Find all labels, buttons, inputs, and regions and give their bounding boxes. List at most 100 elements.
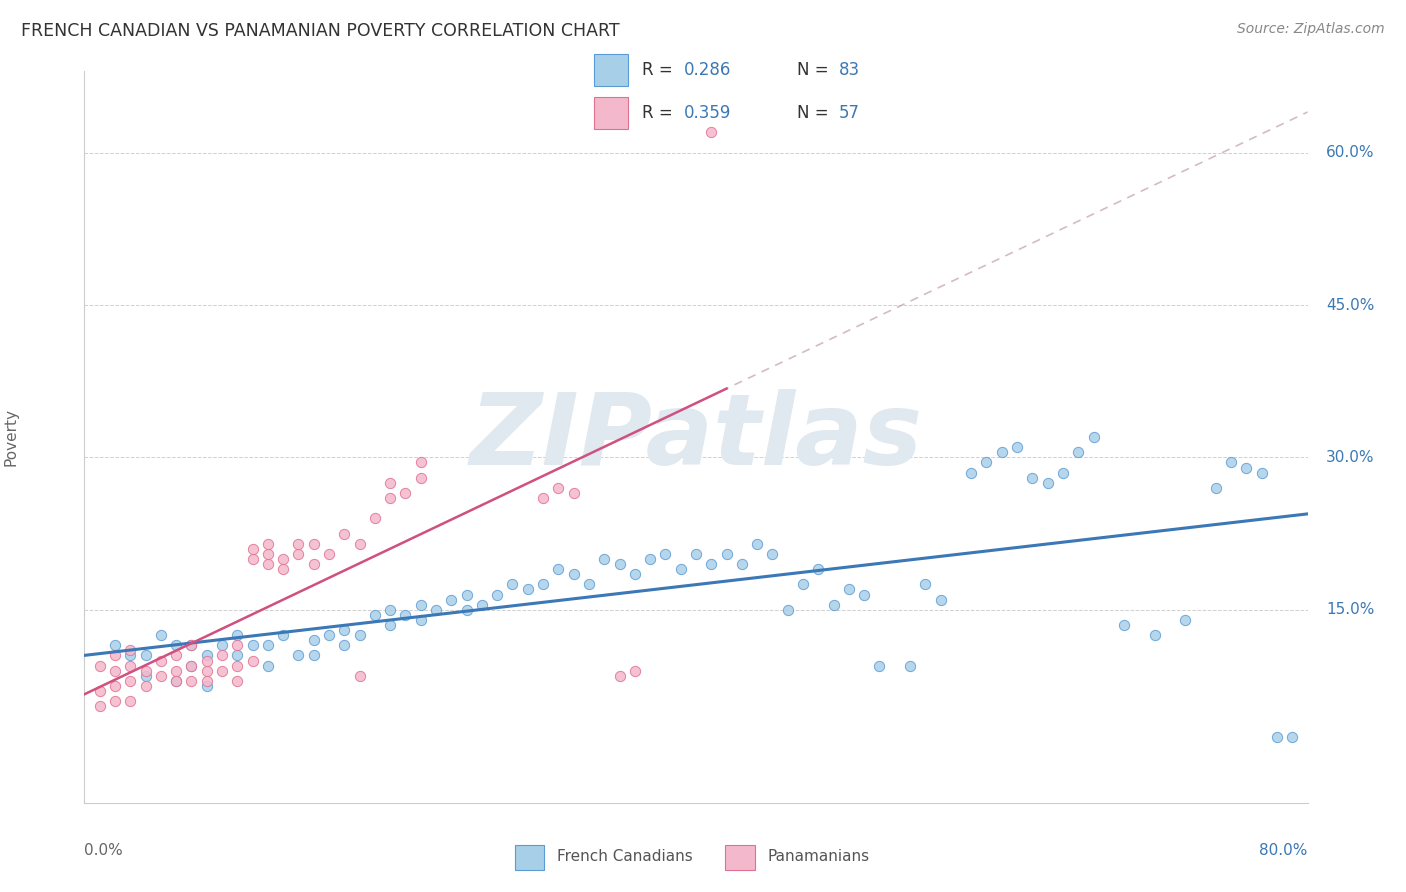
Point [180, 658, 202, 673]
Point [120, 673, 142, 688]
Point [271, 562, 294, 576]
Point [547, 562, 569, 576]
Point [761, 547, 783, 561]
Point [898, 658, 921, 673]
Text: FRENCH CANADIAN VS PANAMANIAN POVERTY CORRELATION CHART: FRENCH CANADIAN VS PANAMANIAN POVERTY CO… [21, 22, 620, 40]
Point [394, 607, 416, 622]
Point [120, 694, 142, 708]
Point [302, 648, 325, 663]
Point [287, 537, 309, 551]
Point [471, 598, 494, 612]
Point [135, 669, 157, 683]
Text: Panamanians: Panamanians [768, 849, 870, 863]
Point [807, 562, 830, 576]
Point [302, 557, 325, 571]
Point [409, 598, 432, 612]
Point [380, 618, 402, 632]
Point [104, 694, 127, 708]
Point [716, 547, 738, 561]
Text: ZIPatlas: ZIPatlas [470, 389, 922, 485]
Point [226, 638, 249, 652]
Point [731, 557, 754, 571]
Point [271, 628, 294, 642]
FancyBboxPatch shape [593, 54, 628, 86]
Point [349, 628, 371, 642]
Point [333, 623, 356, 637]
Point [562, 486, 585, 500]
Text: Source: ZipAtlas.com: Source: ZipAtlas.com [1237, 22, 1385, 37]
Point [89, 699, 111, 714]
Point [1265, 730, 1288, 744]
Point [242, 541, 264, 556]
Point [135, 664, 157, 678]
Text: R =: R = [643, 104, 678, 122]
Text: 0.0%: 0.0% [84, 843, 124, 858]
Text: 30.0%: 30.0% [1326, 450, 1375, 465]
Point [349, 669, 371, 683]
Point [609, 557, 631, 571]
Point [776, 603, 799, 617]
Point [318, 628, 340, 642]
Point [180, 638, 202, 652]
Text: 83: 83 [838, 61, 859, 78]
Point [409, 471, 432, 485]
Point [180, 658, 202, 673]
Point [195, 673, 218, 688]
Point [287, 648, 309, 663]
Point [425, 603, 447, 617]
Point [1174, 613, 1197, 627]
Point [1021, 471, 1043, 485]
Point [562, 567, 585, 582]
Point [257, 557, 280, 571]
Point [180, 673, 202, 688]
Point [914, 577, 936, 591]
Point [149, 654, 172, 668]
Point [1005, 440, 1028, 454]
Point [853, 588, 876, 602]
Point [1234, 460, 1257, 475]
Text: 57: 57 [838, 104, 859, 122]
Point [226, 628, 249, 642]
Point [257, 638, 280, 652]
Point [700, 125, 723, 139]
Point [165, 638, 187, 652]
Point [976, 455, 998, 469]
Point [1052, 466, 1074, 480]
Point [149, 669, 172, 683]
Point [624, 664, 647, 678]
Point [242, 552, 264, 566]
Point [333, 638, 356, 652]
Point [380, 475, 402, 490]
Point [409, 613, 432, 627]
Point [242, 654, 264, 668]
Point [578, 577, 600, 591]
Text: 80.0%: 80.0% [1260, 843, 1308, 858]
Point [1220, 455, 1243, 469]
FancyBboxPatch shape [725, 846, 755, 870]
Point [823, 598, 845, 612]
Point [685, 547, 707, 561]
Text: R =: R = [643, 61, 678, 78]
Point [242, 638, 264, 652]
Point [104, 664, 127, 678]
Point [104, 648, 127, 663]
Point [271, 552, 294, 566]
Point [120, 648, 142, 663]
Point [440, 592, 463, 607]
Text: N =: N = [797, 61, 834, 78]
Point [195, 664, 218, 678]
Text: Poverty: Poverty [3, 408, 18, 467]
Point [516, 582, 538, 597]
Text: French Canadians: French Canadians [557, 849, 693, 863]
Point [654, 547, 676, 561]
Point [669, 562, 692, 576]
Point [165, 648, 187, 663]
Point [638, 552, 661, 566]
Point [104, 679, 127, 693]
Point [792, 577, 814, 591]
Point [135, 679, 157, 693]
Point [120, 643, 142, 657]
Point [226, 648, 249, 663]
Point [226, 673, 249, 688]
Point [1114, 618, 1136, 632]
